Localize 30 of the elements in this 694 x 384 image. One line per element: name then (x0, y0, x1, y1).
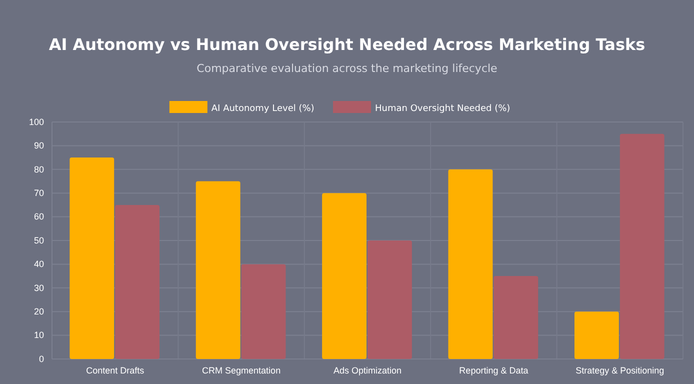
y-tick-label: 30 (34, 282, 44, 293)
x-tick-label: Reporting & Data (459, 365, 528, 376)
bar (574, 312, 619, 359)
bar (196, 181, 240, 359)
legend-label: Human Oversight Needed (%) (375, 104, 510, 114)
bar (322, 193, 366, 359)
y-tick-label: 20 (34, 306, 44, 316)
chart-subtitle: Comparative evaluation across the marketing lifecycle (196, 62, 498, 75)
x-tick-label: Ads Optimization (333, 365, 402, 376)
y-tick-label: 80 (34, 164, 44, 174)
bar (448, 169, 493, 359)
bar (368, 240, 412, 359)
bar (241, 264, 286, 359)
x-tick-label: CRM Segmentation (202, 365, 281, 376)
chart-title: AI Autonomy vs Human Oversight Needed Across Marketing Tasks (48, 35, 646, 54)
y-tick-label: 90 (34, 140, 44, 151)
bar (620, 134, 664, 359)
legend-label: AI Autonomy Level (%) (211, 104, 314, 114)
x-tick-label: Content Drafts (86, 365, 145, 376)
y-tick-label: 100 (28, 116, 44, 127)
bar (70, 158, 114, 359)
y-tick-label: 10 (34, 330, 44, 340)
x-tick-label: Strategy & Positioning (576, 365, 664, 376)
y-tick-label: 0 (38, 354, 44, 364)
bar (494, 276, 538, 359)
y-tick-label: 40 (34, 259, 44, 270)
y-tick-label: 50 (34, 235, 44, 246)
y-tick-label: 70 (34, 188, 44, 198)
y-tick-label: 60 (34, 212, 44, 222)
bar (115, 204, 160, 359)
